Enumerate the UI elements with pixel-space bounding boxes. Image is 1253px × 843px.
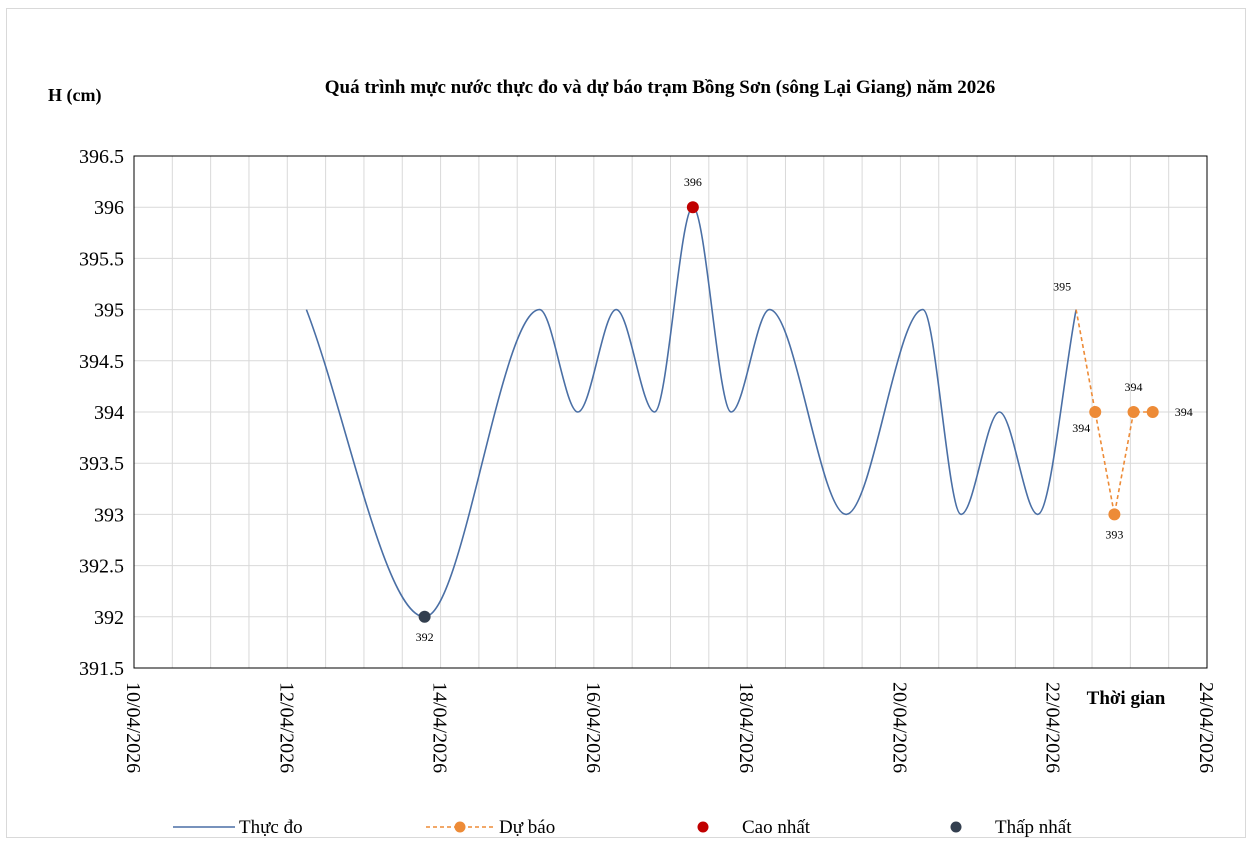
forecast-point <box>1089 406 1102 418</box>
y-tick-label: 396.5 <box>79 146 124 168</box>
legend-forecast-label: Dự báo <box>499 817 555 838</box>
data-label: 394 <box>1125 380 1143 394</box>
x-tick-label: 18/04/2026 <box>735 682 757 773</box>
legend-min-marker <box>950 821 962 833</box>
series-forecast-line <box>1075 309 1153 515</box>
data-label: 396 <box>684 175 702 189</box>
chart-frame <box>6 8 1246 838</box>
y-tick-label: 394.5 <box>79 351 124 373</box>
y-tick-label: 393.5 <box>79 453 124 475</box>
forecast-point <box>1108 508 1121 521</box>
legend-forecast-marker <box>454 821 466 833</box>
max-point <box>686 201 699 214</box>
plot-border <box>133 155 1208 669</box>
data-labels: 392 396 395 394 393 394 394 <box>416 175 1193 644</box>
y-tick-label: 392.5 <box>79 556 124 578</box>
x-tick-label: 10/04/2026 <box>122 682 144 773</box>
legend-min-label: Thấp nhất <box>995 817 1072 838</box>
y-tick-label: 396 <box>94 197 124 219</box>
tick-labels: 391.5 392 392.5 393 393.5 394 394.5 395 395.5 396… <box>79 146 1217 773</box>
forecast-point <box>1127 406 1140 418</box>
data-label: 393 <box>1105 527 1123 541</box>
data-label: 392 <box>416 630 434 644</box>
data-label: 394 <box>1072 421 1090 435</box>
y-tick-label: 395 <box>94 300 124 322</box>
x-tick-label: 24/04/2026 <box>1195 682 1217 773</box>
forecast-point <box>1146 406 1159 418</box>
x-tick-label: 12/04/2026 <box>275 682 297 773</box>
y-tick-label: 393 <box>94 504 124 526</box>
x-tick-label: 20/04/2026 <box>888 682 910 773</box>
legend-max-label: Cao nhất <box>742 817 811 838</box>
series-layer <box>305 201 1159 623</box>
legend: Thực đo Dự báo Cao nhất Thấp nhất <box>173 817 1072 838</box>
x-tick-label: 22/04/2026 <box>1042 682 1064 773</box>
data-label: 395 <box>1053 280 1071 294</box>
x-tick-label: 14/04/2026 <box>429 682 451 773</box>
y-tick-label: 395.5 <box>79 248 124 270</box>
legend-observed-label: Thực đo <box>239 817 303 838</box>
min-point <box>418 610 431 623</box>
data-label: 394 <box>1175 405 1193 419</box>
y-tick-label: 391.5 <box>79 658 124 680</box>
legend-max-marker <box>697 821 709 833</box>
series-observed-line <box>305 206 1077 618</box>
grid <box>133 155 1208 669</box>
chart-title: Quá trình mực nước thực đo và dự báo trạ… <box>325 77 996 98</box>
y-tick-label: 392 <box>94 607 124 629</box>
x-axis-label: Thời gian <box>1087 688 1166 709</box>
x-tick-label: 16/04/2026 <box>582 682 604 773</box>
y-tick-label: 394 <box>94 402 124 424</box>
y-axis-label: H (cm) <box>48 85 101 106</box>
